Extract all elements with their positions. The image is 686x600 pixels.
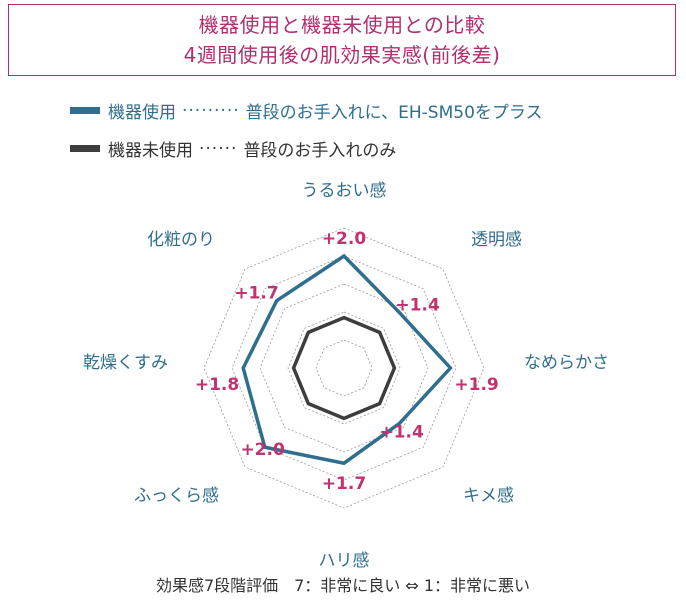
legend-swatch-device-use xyxy=(70,107,100,114)
axis-label: なめらかさ xyxy=(524,353,609,373)
legend-description: 普段のお手入れに、EH-SM50をプラス xyxy=(245,103,543,123)
axis-label: ハリ感 xyxy=(319,551,370,571)
legend-description: 普段のお手入れのみ xyxy=(243,141,397,161)
axis-label: うるおい感 xyxy=(302,181,387,201)
footer-note: 効果感7段階評価 7：非常に良い ⇔ 1：非常に悪い xyxy=(155,576,531,595)
legend-item-no-device: 機器未使用 ······ 普段のお手入れのみ xyxy=(70,136,396,161)
legend-dots: ······ xyxy=(199,138,238,159)
value-label: +1.4 xyxy=(379,422,424,442)
title-box: 機器使用と機器未使用との比較 4週間使用後の肌効果実感(前後差) xyxy=(8,4,676,76)
legend-swatch-no-device xyxy=(70,145,100,152)
axis-label: 乾燥くすみ xyxy=(83,353,168,373)
value-label: +1.8 xyxy=(195,375,239,395)
value-label: +1.9 xyxy=(454,375,498,395)
grid-ring-1 xyxy=(287,311,401,425)
chart-title-line1: 機器使用と機器未使用との比較 xyxy=(198,13,486,37)
legend-dots: ········· xyxy=(182,100,240,121)
value-label: +2.0 xyxy=(240,440,285,460)
grid-ring-0 xyxy=(315,339,373,397)
axis-label: 化粧のり xyxy=(147,230,215,250)
series-line-0 xyxy=(241,253,453,466)
axis-label: ふっくら感 xyxy=(134,486,219,506)
grid-ring-4 xyxy=(203,227,485,509)
chart-title-line2: 4週間使用後の肌効果実感(前後差) xyxy=(183,43,501,67)
series-line-1 xyxy=(291,315,397,421)
legend-item-device-use: 機器使用 ········· 普段のお手入れに、EH-SM50をプラス xyxy=(70,98,543,123)
value-label: +1.7 xyxy=(234,284,278,304)
legend-series-name: 機器使用 xyxy=(108,103,176,123)
axis-label: 透明感 xyxy=(471,230,522,250)
grid-ring-2 xyxy=(259,283,429,453)
value-label: +1.7 xyxy=(322,474,366,494)
value-label: +2.0 xyxy=(322,229,367,249)
axis-label: キメ感 xyxy=(463,486,514,506)
value-label: +1.4 xyxy=(395,296,440,316)
legend-series-name: 機器未使用 xyxy=(108,141,193,161)
